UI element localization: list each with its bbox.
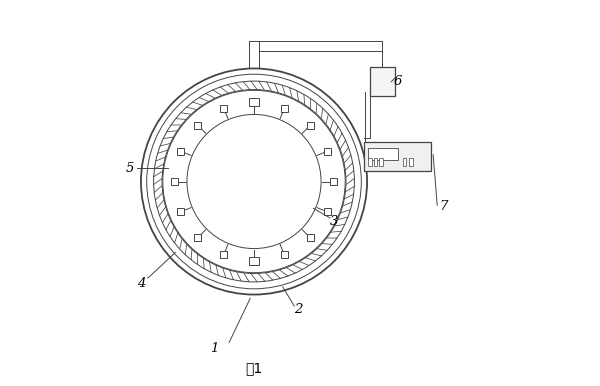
Circle shape bbox=[187, 114, 321, 249]
Text: 3: 3 bbox=[331, 215, 338, 228]
Bar bbox=[307, 234, 314, 241]
Bar bbox=[249, 257, 259, 264]
Bar bbox=[409, 158, 413, 166]
Text: 5: 5 bbox=[125, 162, 134, 174]
Text: 6: 6 bbox=[394, 75, 402, 88]
Bar bbox=[324, 208, 331, 215]
Bar bbox=[370, 68, 395, 96]
Text: 4: 4 bbox=[137, 276, 145, 290]
Bar bbox=[403, 158, 406, 166]
Circle shape bbox=[154, 81, 355, 282]
Bar bbox=[220, 251, 227, 258]
Bar bbox=[194, 122, 202, 129]
Bar bbox=[307, 122, 314, 129]
Bar bbox=[177, 208, 184, 215]
Text: 2: 2 bbox=[294, 303, 302, 317]
Bar bbox=[364, 142, 431, 171]
Bar bbox=[368, 148, 398, 160]
Bar bbox=[330, 178, 337, 185]
Circle shape bbox=[163, 90, 345, 273]
Bar bbox=[368, 158, 372, 166]
Text: 1: 1 bbox=[209, 342, 218, 355]
Text: 7: 7 bbox=[440, 200, 448, 213]
Bar bbox=[249, 98, 259, 106]
Text: 图1: 图1 bbox=[245, 362, 263, 376]
Bar bbox=[171, 178, 178, 185]
Bar bbox=[281, 105, 288, 112]
Bar bbox=[220, 105, 227, 112]
Bar bbox=[324, 147, 331, 155]
Bar bbox=[281, 251, 288, 258]
Bar bbox=[379, 158, 383, 166]
Circle shape bbox=[162, 90, 346, 273]
Bar bbox=[374, 158, 377, 166]
Bar bbox=[194, 234, 202, 241]
Bar bbox=[177, 147, 184, 155]
